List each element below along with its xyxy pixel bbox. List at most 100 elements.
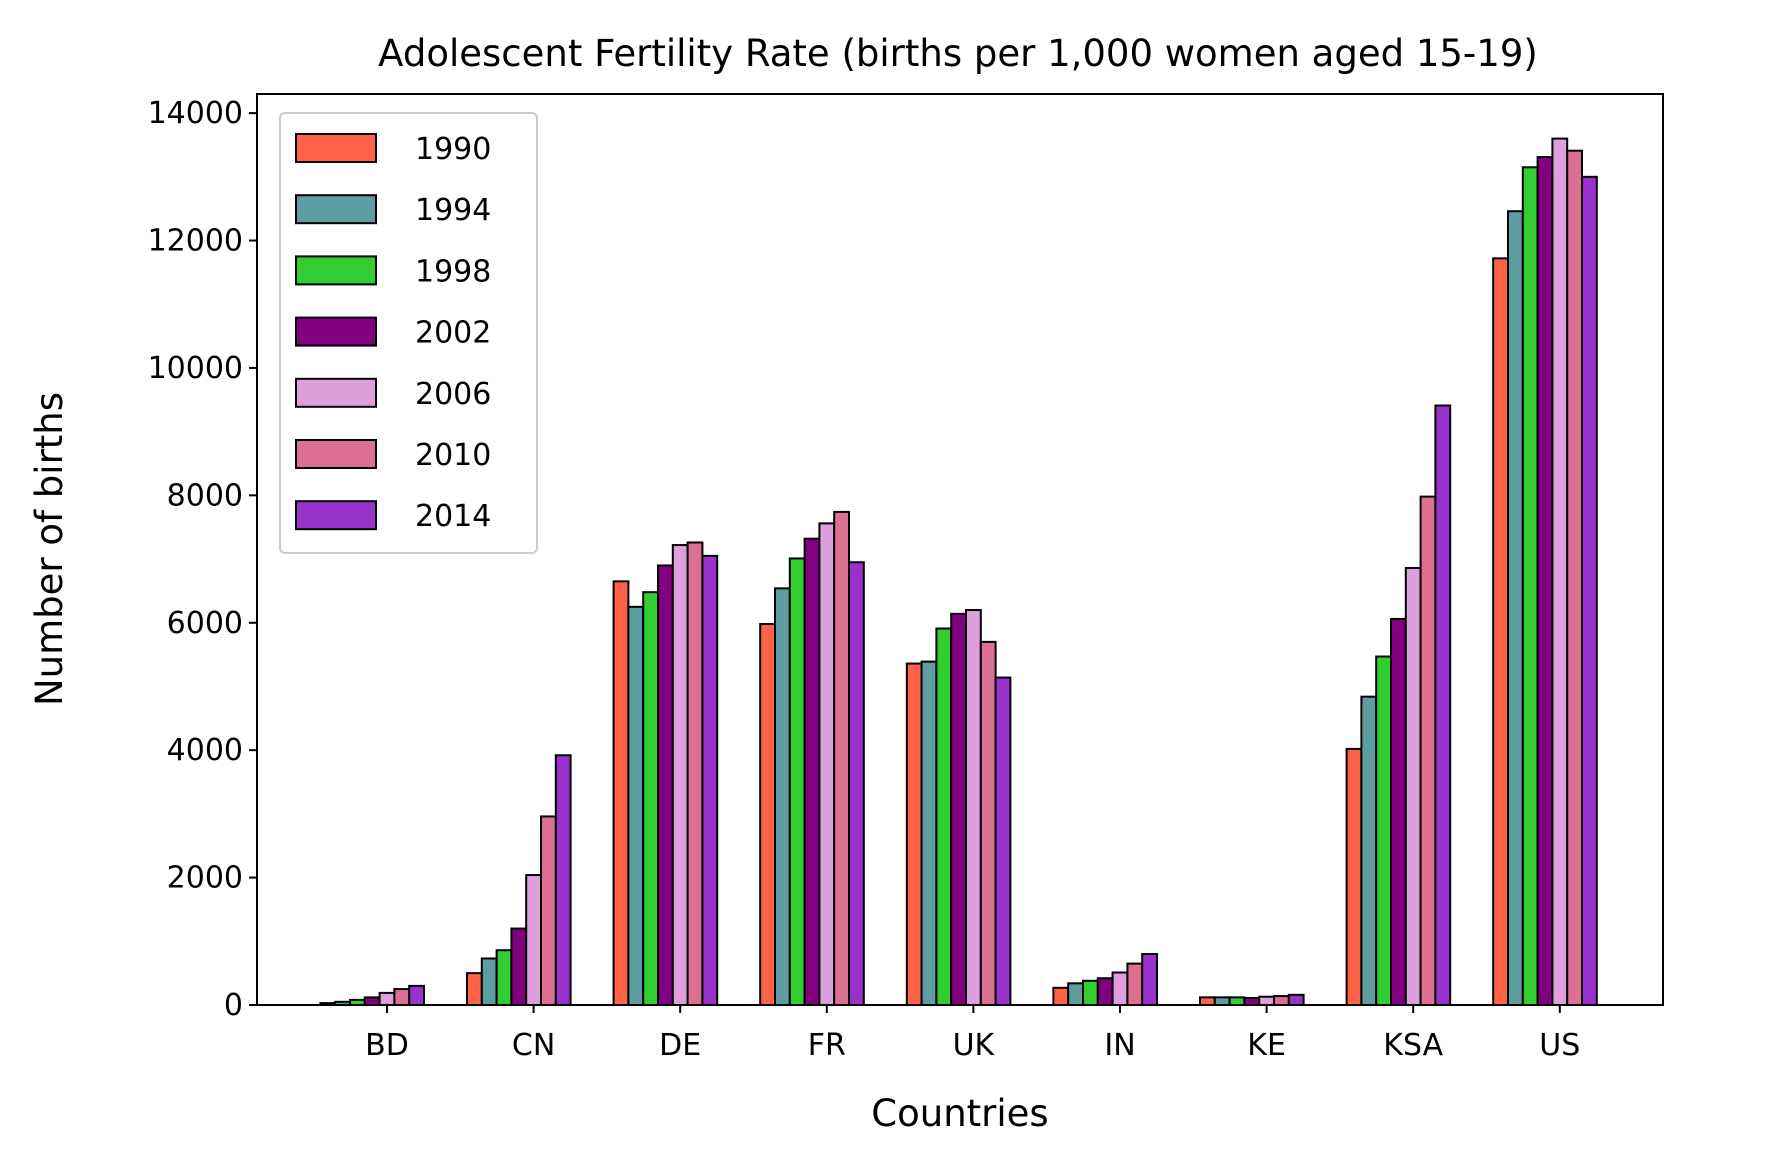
bar-de-2014 [701, 554, 719, 1006]
bar-cn-1990 [466, 972, 483, 1007]
legend-swatch-1990 [295, 133, 377, 163]
bar-us-2014 [1581, 175, 1598, 1006]
legend-label-2010: 2010 [415, 438, 491, 473]
bar-uk-1994 [920, 660, 938, 1006]
x-tick-label-uk: UK [953, 1028, 996, 1063]
bar-de-1998 [642, 591, 660, 1006]
bar-de-1994 [627, 605, 645, 1007]
bar-de-1990 [612, 580, 630, 1006]
legend-swatch-2006 [295, 377, 377, 408]
bars-group [319, 137, 1598, 1007]
legend-label-1998: 1998 [415, 254, 491, 289]
bar-ksa-1998 [1375, 655, 1392, 1007]
x-tick-label-de: DE [659, 1028, 701, 1063]
bar-fr-2002 [803, 537, 821, 1006]
bar-fr-2014 [848, 561, 865, 1006]
bar-bd-2006 [378, 991, 396, 1007]
bar-us-2010 [1566, 149, 1583, 1006]
x-tick-label-ksa: KSA [1383, 1028, 1443, 1063]
x-axis-label: Countries [871, 1092, 1048, 1135]
bar-uk-1990 [905, 662, 923, 1007]
bar-ke-2002 [1243, 996, 1261, 1006]
y-tick-label: 4000 [167, 733, 243, 768]
bar-de-2010 [686, 541, 704, 1006]
x-tick-label-fr: FR [808, 1028, 846, 1063]
bar-fr-2010 [833, 510, 851, 1006]
bar-in-2014 [1141, 953, 1158, 1007]
bar-cn-2002 [510, 927, 528, 1006]
bar-ksa-1990 [1345, 747, 1363, 1007]
x-tick-label-us: US [1539, 1028, 1580, 1063]
bar-in-2006 [1111, 971, 1129, 1007]
bar-ke-2006 [1258, 995, 1275, 1006]
legend-swatch-1998 [295, 255, 377, 286]
bar-bd-2002 [363, 996, 381, 1006]
y-tick-label: 0 [224, 988, 243, 1023]
legend-label-2002: 2002 [415, 316, 491, 351]
bar-us-1994 [1507, 210, 1524, 1007]
bar-uk-2010 [979, 640, 997, 1006]
bar-uk-2006 [965, 609, 982, 1007]
plot-area-frame [256, 93, 1664, 1006]
bar-cn-1998 [495, 949, 513, 1007]
x-axis-ticks: BD CN DE FR UK IN KE KSA US [365, 1005, 1580, 1063]
bar-uk-1998 [935, 627, 953, 1006]
bar-ke-2010 [1273, 995, 1290, 1007]
bar-de-2006 [671, 544, 689, 1006]
x-tick-label-cn: CN [512, 1028, 555, 1063]
bar-cn-1994 [480, 957, 498, 1006]
y-tick-label: 12000 [148, 224, 243, 259]
bar-us-2002 [1536, 156, 1554, 1006]
bar-ke-1998 [1228, 996, 1246, 1006]
bar-us-2006 [1551, 137, 1569, 1006]
bar-ke-1990 [1199, 996, 1216, 1006]
legend-swatch-2014 [295, 500, 377, 531]
legend-swatch-2010 [295, 439, 377, 469]
bar-us-1998 [1521, 166, 1539, 1006]
legend: 1990 1994 1998 2002 2006 2010 2014 [279, 112, 538, 554]
y-axis-label: Number of births [28, 392, 71, 706]
bar-cn-2010 [540, 815, 557, 1006]
y-tick-label: 2000 [167, 861, 243, 896]
bar-in-1998 [1082, 979, 1099, 1006]
bar-ksa-1994 [1360, 695, 1378, 1006]
legend-label-2006: 2006 [415, 377, 491, 412]
y-tick-label: 14000 [148, 96, 243, 131]
y-tick-label: 10000 [148, 351, 243, 386]
chart-title: Adolescent Fertility Rate (births per 1,… [378, 32, 1538, 75]
bar-fr-1994 [774, 587, 791, 1006]
bar-fr-1990 [759, 623, 777, 1006]
bar-in-1990 [1052, 986, 1070, 1006]
bar-bd-2014 [408, 984, 426, 1007]
bar-ksa-2010 [1419, 495, 1437, 1006]
legend-swatch-2002 [295, 316, 377, 347]
bar-ke-1994 [1213, 996, 1231, 1006]
y-axis-ticks: 0 2000 4000 6000 8000 10000 12000 14000 [148, 96, 257, 1023]
bar-fr-2006 [818, 522, 836, 1006]
bar-cn-2014 [554, 754, 572, 1007]
bar-bd-2010 [393, 988, 411, 1007]
bar-uk-2014 [994, 676, 1012, 1006]
x-tick-label-bd: BD [365, 1028, 409, 1063]
bar-ke-2014 [1287, 993, 1305, 1006]
bar-de-2002 [657, 564, 674, 1006]
bar-ksa-2006 [1404, 566, 1422, 1006]
legend-label-2014: 2014 [415, 499, 491, 534]
legend-label-1990: 1990 [415, 132, 491, 167]
bar-ksa-2002 [1390, 617, 1407, 1006]
legend-swatch-1994 [295, 194, 377, 225]
legend-label-1994: 1994 [415, 193, 491, 228]
bar-in-2010 [1126, 962, 1144, 1007]
bar-in-2002 [1096, 977, 1114, 1006]
bar-uk-2002 [950, 612, 968, 1007]
bar-ksa-2014 [1434, 404, 1452, 1006]
bar-us-1990 [1492, 257, 1509, 1006]
bar-in-1994 [1067, 982, 1084, 1007]
bar-fr-1998 [788, 557, 806, 1006]
x-tick-label-in: IN [1104, 1028, 1135, 1063]
y-tick-label: 6000 [167, 606, 243, 641]
x-tick-label-ke: KE [1247, 1028, 1286, 1063]
bar-cn-2006 [525, 874, 543, 1006]
y-tick-label: 8000 [167, 478, 243, 513]
